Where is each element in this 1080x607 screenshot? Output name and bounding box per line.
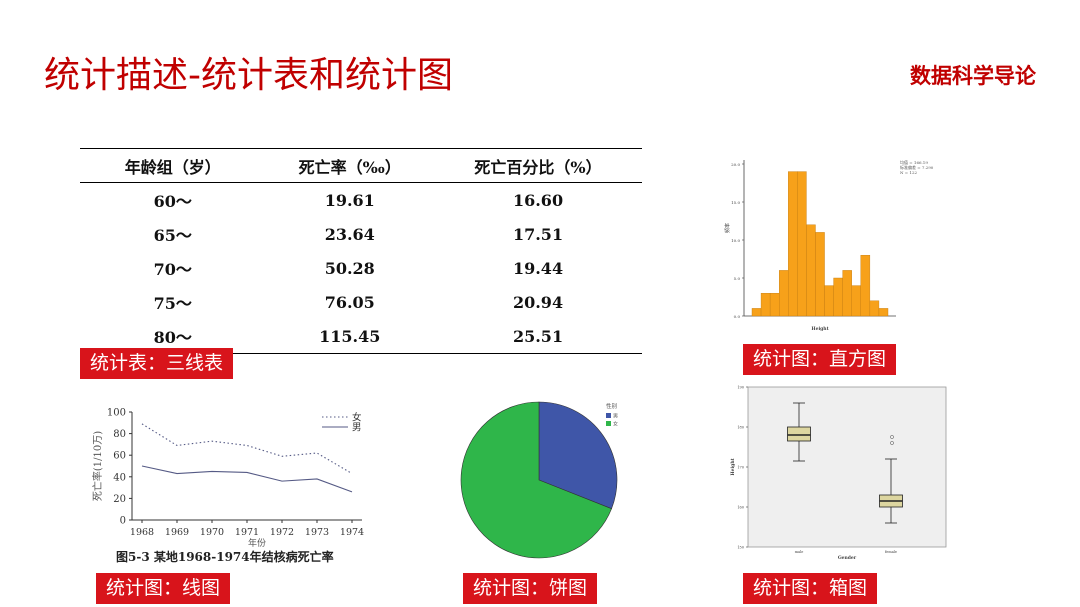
y-tick-label: 40 bbox=[113, 472, 126, 483]
x-axis-label: 年份 bbox=[248, 537, 266, 549]
y-tick-label: 180 bbox=[737, 426, 744, 430]
x-tick-label: 1969 bbox=[165, 527, 189, 538]
x-tick-label: 1973 bbox=[305, 527, 329, 538]
histogram-bar bbox=[806, 224, 816, 317]
histogram-bar bbox=[760, 292, 771, 317]
slide-title: 统计描述-统计表和统计图 bbox=[44, 55, 453, 96]
y-tick-label: 150 bbox=[737, 546, 744, 550]
table-header-death-percent: 死亡百分比（%） bbox=[434, 148, 642, 183]
course-name: 数据科学导论 bbox=[910, 64, 1036, 88]
y-tick-label: 0.0 bbox=[734, 314, 741, 319]
box-plot-chart: 150 160 170 180 190 male female Gender Height bbox=[730, 386, 947, 561]
legend-title: 性别 bbox=[606, 402, 617, 410]
table-cell: 75～ bbox=[153, 294, 192, 313]
histogram-bar bbox=[833, 277, 843, 317]
pie-slice bbox=[538, 401, 618, 510]
legend-label: 女 bbox=[613, 421, 618, 428]
table-cell: 17.51 bbox=[512, 224, 564, 244]
y-axis-label: 死亡率(1/10万) bbox=[91, 431, 104, 501]
y-tick-label: 20 bbox=[113, 494, 126, 505]
histogram-bar bbox=[815, 232, 825, 317]
outlier-point bbox=[890, 435, 894, 439]
legend-label: 女 bbox=[352, 412, 362, 424]
legend-label: 男 bbox=[613, 414, 618, 420]
x-tick-label: 1971 bbox=[235, 527, 259, 538]
box-iqr bbox=[787, 426, 811, 442]
x-tick-label: 1968 bbox=[130, 527, 154, 538]
box-plot-label: 统计图：箱图 bbox=[743, 573, 878, 604]
table-cell: 19.44 bbox=[512, 258, 564, 278]
y-tick-label: 0 bbox=[120, 516, 126, 527]
table-header-death-rate: 死亡率（‰） bbox=[265, 148, 435, 183]
histogram-label: 统计图：直方图 bbox=[743, 344, 897, 375]
pie-slice bbox=[460, 401, 612, 559]
y-tick-label: 160 bbox=[737, 506, 744, 510]
table-row: 65～ 23.64 17.51 bbox=[80, 217, 642, 251]
legend-label: 男 bbox=[352, 423, 362, 434]
y-axis-label: Height bbox=[730, 457, 736, 475]
histogram-bar bbox=[797, 171, 807, 317]
chart-caption: 图5-3 某地1968-1974年结核病死亡率 bbox=[116, 549, 334, 564]
line-chart-label: 统计图：线图 bbox=[96, 573, 231, 604]
histogram-bar bbox=[779, 270, 789, 317]
three-line-table: 年龄组（岁） 死亡率（‰） 死亡百分比（%） 60～ 19.61 16.60 6… bbox=[80, 148, 642, 354]
table-cell: 115.45 bbox=[265, 319, 435, 354]
y-tick-label: 80 bbox=[113, 429, 126, 440]
series-line-1 bbox=[141, 465, 353, 493]
y-tick-label: 5.0 bbox=[734, 276, 741, 281]
table-cell: 20.94 bbox=[512, 292, 564, 312]
y-tick-label: 15.0 bbox=[731, 200, 740, 205]
series-line-0 bbox=[141, 423, 353, 475]
table-cell: 70～ bbox=[153, 260, 192, 279]
histogram-chart: 0.0 5.0 10.0 15.0 20.0 Height 频率 均值 = 166.19标准偏… bbox=[724, 159, 934, 332]
x-tick-label: 1972 bbox=[270, 527, 294, 538]
stats-text: N = 122 bbox=[900, 170, 917, 175]
x-tick-label: male bbox=[795, 550, 804, 554]
histogram-bar bbox=[878, 308, 889, 317]
y-tick-label: 60 bbox=[113, 451, 126, 462]
x-axis-label: Height bbox=[811, 326, 829, 332]
stats-text: 均值 = 166.19 bbox=[900, 159, 928, 165]
y-axis-label: 频率 bbox=[724, 223, 731, 233]
table-header-row: 年龄组（岁） 死亡率（‰） 死亡百分比（%） bbox=[80, 148, 642, 183]
table-row: 75～ 76.05 20.94 bbox=[80, 285, 642, 319]
table-label: 统计表：三线表 bbox=[80, 348, 234, 379]
histogram-bar bbox=[860, 254, 871, 317]
histogram-bar bbox=[842, 270, 852, 317]
x-tick-label: female bbox=[885, 550, 897, 554]
table-cell: 50.28 bbox=[324, 258, 375, 278]
x-tick-label: 1970 bbox=[200, 527, 224, 538]
table-header-age-group: 年龄组（岁） bbox=[80, 148, 266, 183]
y-tick-label: 10.0 bbox=[731, 238, 740, 243]
histogram-bar bbox=[869, 300, 880, 317]
histogram-bar bbox=[788, 171, 798, 317]
histogram-bar bbox=[824, 285, 834, 317]
y-tick-label: 190 bbox=[737, 386, 744, 390]
table-row: 70～ 50.28 19.44 bbox=[80, 251, 642, 285]
table-row: 60～ 19.61 16.60 bbox=[80, 183, 642, 218]
table-cell: 25.51 bbox=[434, 319, 642, 354]
y-tick-label: 170 bbox=[737, 466, 744, 470]
x-axis-label: Gender bbox=[838, 555, 857, 561]
table-cell: 76.05 bbox=[324, 292, 375, 312]
table-cell: 16.60 bbox=[512, 190, 564, 210]
plot-background bbox=[747, 386, 947, 548]
pie-chart-label: 统计图：饼图 bbox=[463, 573, 598, 604]
table-cell: 65～ bbox=[153, 226, 192, 245]
y-tick-label: 100 bbox=[107, 408, 126, 419]
y-tick-label: 20.0 bbox=[731, 162, 740, 167]
x-tick-label: 1974 bbox=[340, 527, 364, 538]
table-cell: 23.64 bbox=[324, 224, 375, 244]
histogram-bar bbox=[751, 308, 762, 317]
line-chart: 0 20 40 60 80 100 1968 1969 1970 1971 1972 1973 1974… bbox=[91, 408, 364, 565]
stats-text: 标准偏差 = 7.290 bbox=[900, 164, 934, 170]
legend-swatch bbox=[606, 413, 611, 418]
table-cell: 60～ bbox=[153, 192, 192, 211]
legend-swatch bbox=[606, 421, 611, 426]
histogram-bar bbox=[769, 292, 780, 317]
outlier-point bbox=[890, 441, 894, 445]
table-cell: 19.61 bbox=[324, 190, 375, 210]
histogram-bar bbox=[851, 285, 862, 317]
